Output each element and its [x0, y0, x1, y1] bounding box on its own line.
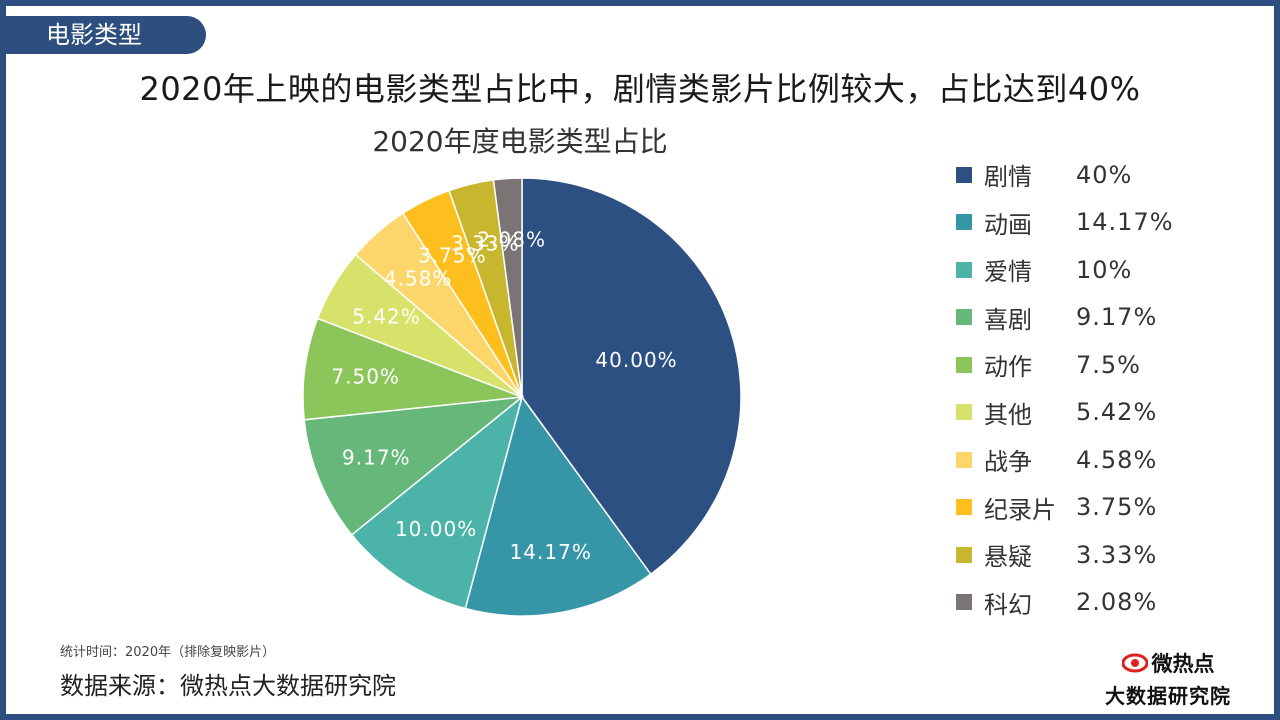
pie-slice-label: 7.50% — [331, 364, 400, 388]
legend-value: 9.17% — [1076, 303, 1158, 332]
legend-value: 10% — [1076, 255, 1133, 284]
pie-slice-label: 14.17% — [510, 540, 592, 564]
legend-value: 3.33% — [1076, 540, 1158, 569]
legend-swatch — [956, 214, 972, 231]
legend-swatch — [956, 404, 972, 421]
legend-name: 纪录片 — [984, 495, 1056, 524]
pie-slice-4 — [303, 395, 525, 536]
stat-time-note: 统计时间：2020年（排除复映影片） — [60, 645, 276, 660]
brand-subtitle: 大数据研究院 — [1105, 684, 1231, 708]
pie-slice-label: 3.33% — [451, 232, 520, 256]
legend-swatch — [956, 309, 972, 326]
legend-value: 40% — [1076, 160, 1133, 189]
legend-value: 4.58% — [1076, 445, 1158, 474]
pie-slice-2 — [464, 395, 652, 617]
legend-swatch — [956, 499, 972, 516]
legend-value: 7.5% — [1076, 350, 1141, 379]
legend-item: 爱情 10% — [956, 246, 1256, 294]
pie-slice-label: 3.75% — [418, 244, 487, 268]
legend-value: 3.75% — [1076, 493, 1158, 522]
pie-slice-1 — [521, 177, 742, 576]
pie-slice-3 — [350, 394, 524, 610]
legend-name: 悬疑 — [984, 543, 1032, 572]
pie-slice-label: 4.58% — [384, 266, 453, 290]
legend-swatch — [956, 546, 972, 563]
pie-slice-label: 2.08% — [477, 228, 546, 252]
pie-slice-label: 5.42% — [352, 304, 421, 328]
chart-title: 2020年度电影类型占比 — [372, 125, 668, 158]
legend-item: 战争 4.58% — [956, 436, 1256, 484]
legend-swatch — [956, 594, 972, 611]
pie-slice-label: 40.00% — [595, 348, 677, 372]
pie-slices — [302, 177, 742, 617]
pie-slice-labels: 40.00%14.17%10.00%9.17%7.50%5.42%4.58%3.… — [331, 228, 677, 564]
legend-name: 喜剧 — [984, 305, 1032, 334]
brand-name: 微热点 — [1151, 652, 1215, 676]
legend-value: 14.17% — [1076, 208, 1174, 237]
legend-swatch — [956, 261, 972, 278]
eye-icon — [1121, 653, 1148, 673]
legend-name: 科幻 — [984, 590, 1032, 619]
legend-item: 其他 5.42% — [956, 389, 1256, 437]
pie-slice-10 — [492, 177, 523, 398]
data-source: 数据来源：微热点大数据研究院 — [60, 672, 396, 700]
legend-name: 剧情 — [984, 163, 1032, 192]
legend-item: 悬疑 3.33% — [956, 531, 1256, 579]
legend-swatch — [956, 356, 972, 373]
chart-legend: 剧情 40% 动画 14.17% 爱情 10% 喜剧 9.17% 动作 7.5% 其他 5.42% 战争… — [956, 151, 1256, 626]
legend-item: 剧情 40% — [956, 151, 1256, 199]
legend-name: 其他 — [984, 400, 1032, 429]
brand-logo: 微热点 大数据研究院 — [1098, 648, 1238, 709]
legend-item: 喜剧 9.17% — [956, 294, 1256, 342]
legend-swatch — [956, 166, 972, 183]
pie-slice-5 — [302, 317, 523, 421]
legend-item: 纪录片 3.75% — [956, 484, 1256, 532]
legend-name: 爱情 — [984, 258, 1032, 287]
legend-item: 动画 14.17% — [956, 199, 1256, 247]
legend-item: 动作 7.5% — [956, 341, 1256, 389]
brand-logo-top: 微热点 — [1098, 648, 1238, 678]
legend-swatch — [956, 451, 972, 468]
pie-slice-label: 10.00% — [395, 517, 477, 541]
legend-name: 动画 — [984, 210, 1032, 239]
legend-name: 战争 — [984, 448, 1032, 477]
slide-headline: 2020年上映的电影类型占比中，剧情类影片比例较大，占比达到40% — [139, 70, 1141, 108]
legend-value: 5.42% — [1076, 398, 1158, 427]
legend-item: 科幻 2.08% — [956, 579, 1256, 627]
legend-value: 2.08% — [1076, 588, 1158, 617]
legend-name: 动作 — [984, 353, 1032, 382]
section-tag: 电影类型 — [6, 16, 206, 54]
pie-slice-label: 9.17% — [342, 445, 411, 469]
